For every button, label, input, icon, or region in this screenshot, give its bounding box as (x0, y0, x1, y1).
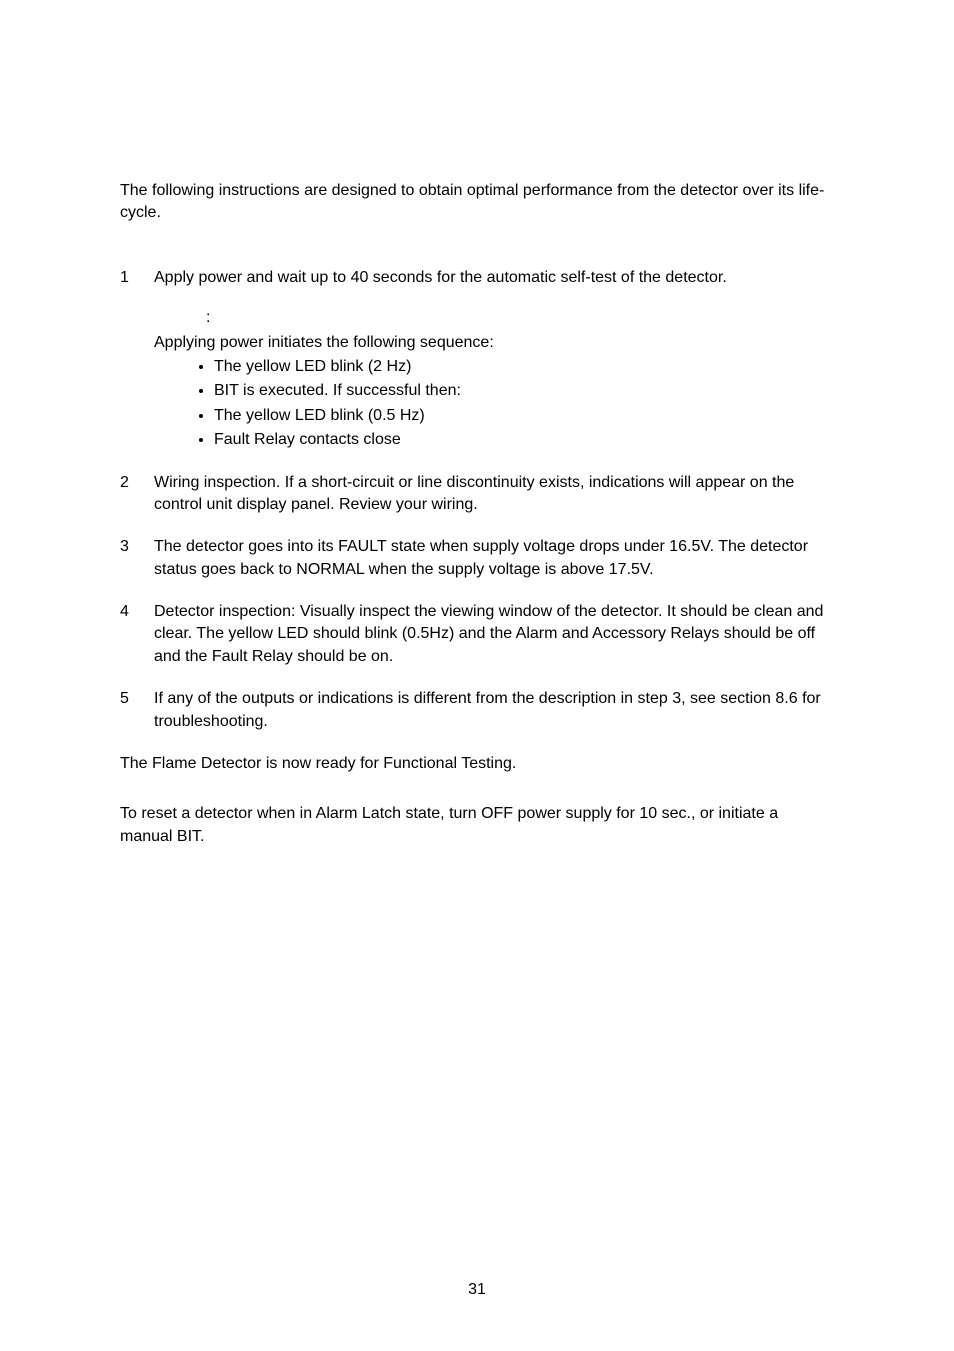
intro-paragraph: The following instructions are designed … (120, 180, 834, 225)
step-1-bullet-3: The yellow LED blink (0.5 Hz) (214, 405, 834, 427)
step-5-text: If any of the outputs or indications is … (154, 688, 834, 733)
step-1-bullet-1: The yellow LED blink (2 Hz) (214, 356, 834, 378)
step-4: 4 Detector inspection: Visually inspect … (120, 601, 834, 668)
step-4-number: 4 (120, 601, 154, 668)
step-3-text: The detector goes into its FAULT state w… (154, 536, 834, 581)
step-1-colon: : (206, 307, 834, 329)
step-5: 5 If any of the outputs or indications i… (120, 688, 834, 733)
step-1-bullet-2: BIT is executed. If successful then: (214, 380, 834, 402)
step-2: 2 Wiring inspection. If a short-circuit … (120, 472, 834, 517)
ready-statement: The Flame Detector is now ready for Func… (120, 753, 834, 775)
step-1: 1 Apply power and wait up to 40 seconds … (120, 267, 834, 454)
page-number: 31 (0, 1279, 954, 1301)
step-1-number: 1 (120, 267, 154, 454)
reset-paragraph: To reset a detector when in Alarm Latch … (120, 803, 834, 848)
step-5-number: 5 (120, 688, 154, 733)
step-1-bullet-4: Fault Relay contacts close (214, 429, 834, 451)
step-3: 3 The detector goes into its FAULT state… (120, 536, 834, 581)
step-4-text: Detector inspection: Visually inspect th… (154, 601, 834, 668)
step-2-text: Wiring inspection. If a short-circuit or… (154, 472, 834, 517)
step-1-bullets: The yellow LED blink (2 Hz) BIT is execu… (154, 356, 834, 452)
step-1-text: Apply power and wait up to 40 seconds fo… (154, 267, 834, 289)
document-page: The following instructions are designed … (0, 0, 954, 1351)
step-3-number: 3 (120, 536, 154, 581)
step-2-number: 2 (120, 472, 154, 517)
step-1-seq-intro: Applying power initiates the following s… (154, 332, 834, 354)
